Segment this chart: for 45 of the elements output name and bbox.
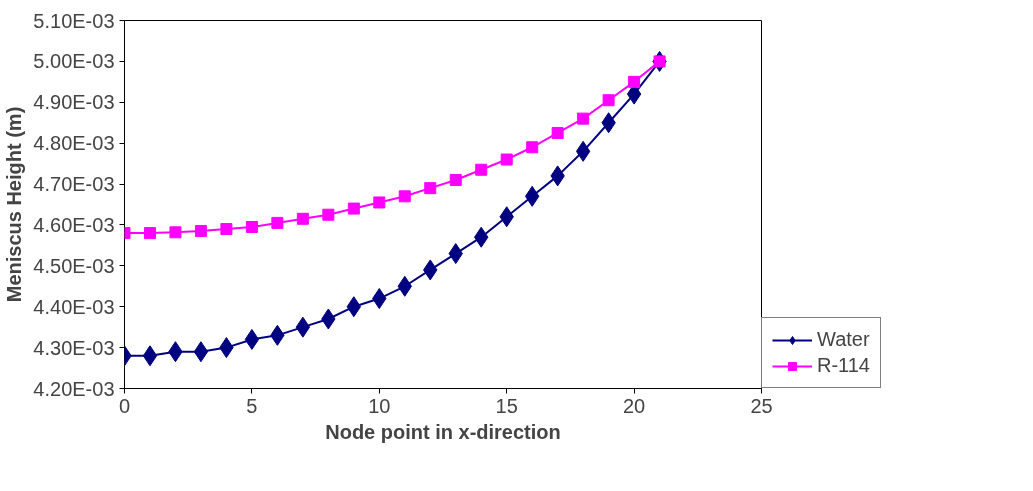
y-tick-label: 4.30E-03 — [33, 336, 115, 359]
point — [244, 328, 260, 350]
point — [449, 173, 462, 186]
point — [347, 202, 360, 215]
legend-label: Water — [817, 328, 870, 351]
point — [169, 226, 182, 239]
point — [551, 126, 564, 139]
point — [602, 94, 615, 107]
point — [575, 140, 591, 162]
point — [628, 75, 641, 88]
point — [398, 190, 411, 203]
point — [424, 182, 437, 195]
point — [193, 341, 209, 363]
point — [142, 345, 158, 367]
y-tick-label: 4.20E-03 — [33, 377, 115, 400]
point — [322, 208, 335, 221]
y-tick-label: 4.90E-03 — [33, 91, 115, 114]
point — [475, 163, 488, 176]
point — [271, 216, 284, 229]
point — [295, 316, 311, 338]
y-axis-title: Meniscus Height (m) — [3, 106, 26, 303]
x-axis-title: Node point in x-direction — [325, 420, 561, 443]
y-tick-label: 4.60E-03 — [33, 213, 115, 236]
point — [373, 196, 386, 209]
x-tick-label: 5 — [246, 394, 258, 417]
x-tick-label: 25 — [750, 394, 773, 417]
x-tick-label: 0 — [118, 394, 131, 417]
x-tick-label: 20 — [622, 394, 646, 417]
y-tick-label: 4.40E-03 — [33, 295, 115, 318]
y-tick-label: 4.80E-03 — [33, 132, 115, 155]
x-tick-label: 10 — [368, 394, 391, 417]
point — [500, 153, 513, 166]
legend-label: R-114 — [817, 354, 870, 377]
y-tick-label: 4.50E-03 — [33, 254, 115, 277]
point — [577, 112, 590, 125]
point — [296, 212, 309, 225]
point — [194, 225, 207, 238]
y-tick-label: 4.70E-03 — [33, 173, 115, 196]
point — [245, 220, 258, 233]
y-tick-label: 5.10E-03 — [33, 9, 115, 32]
y-tick-label: 5.00E-03 — [33, 50, 115, 73]
point — [526, 141, 539, 154]
point — [143, 227, 156, 240]
point — [220, 223, 233, 236]
x-tick-label: 15 — [495, 394, 518, 417]
